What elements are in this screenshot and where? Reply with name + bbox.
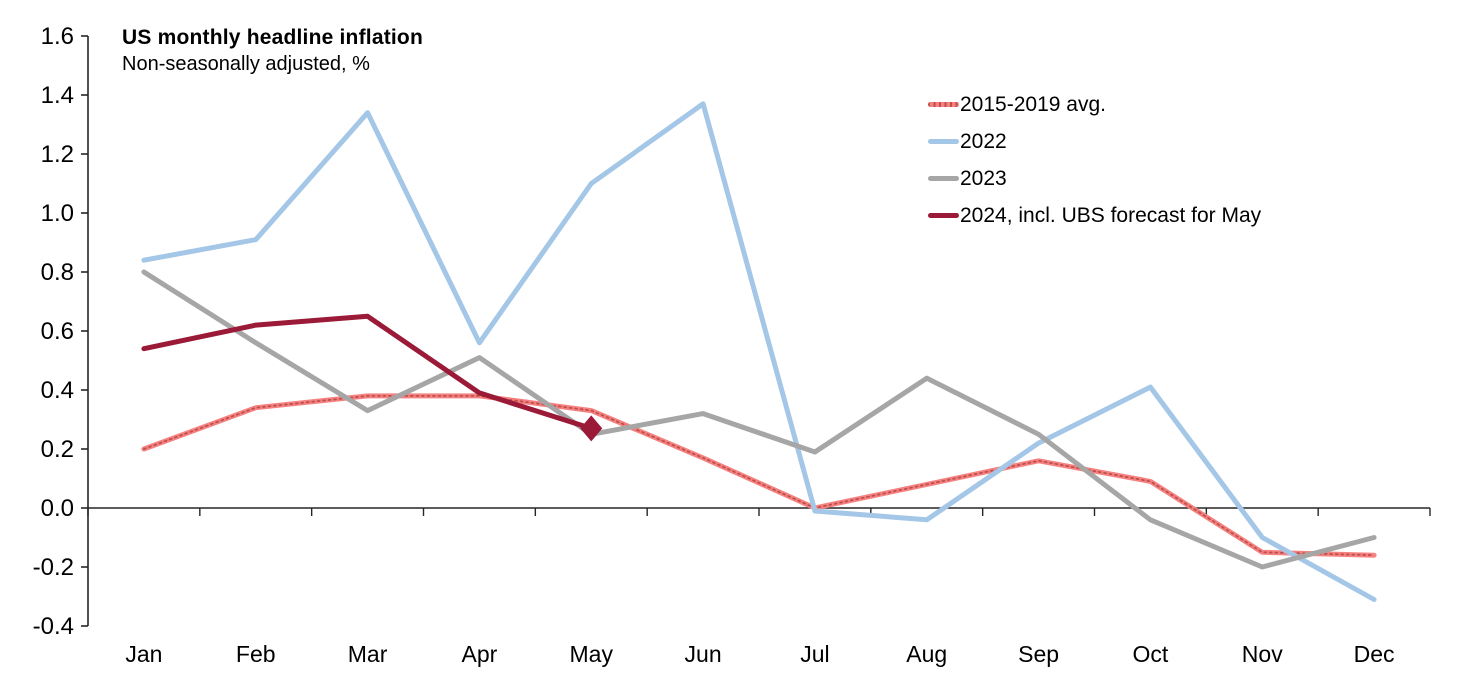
x-axis-label: Jun — [685, 641, 722, 667]
series-2022-line — [141, 101, 1377, 602]
x-axis-label: Mar — [348, 641, 388, 667]
y-axis-tick-label: 0.4 — [41, 377, 74, 404]
x-axis-label: Jul — [800, 641, 829, 667]
legend-item-2024-incl-ubs-forecast-for-may: 2024, incl. UBS forecast for May — [928, 204, 1261, 227]
series-2015-2019-avg-line — [141, 393, 1377, 558]
y-axis-tick-label: 0.0 — [41, 495, 74, 522]
series-2024-incl-ubs-forecast-for-may-line — [141, 313, 594, 431]
y-axis-tick-label: 1.4 — [41, 82, 74, 109]
x-axis-label: Apr — [462, 641, 498, 667]
x-axis-label: Sep — [1018, 641, 1059, 667]
chart-subtitle: Non-seasonally adjusted, % — [122, 53, 370, 75]
y-axis-tick-label: -0.4 — [33, 613, 74, 640]
legend-swatch-2015-2019-avg — [928, 102, 959, 107]
y-axis-tick-label: 1.6 — [41, 23, 74, 50]
legend-label: 2024, incl. UBS forecast for May — [960, 203, 1262, 227]
series-2015-2019-avg-dash-texture — [142, 394, 1375, 557]
legend-swatch-2022 — [928, 139, 959, 144]
series-2023-line — [141, 269, 1377, 570]
y-axis-tick-label: -0.2 — [33, 554, 74, 581]
legend-label: 2023 — [960, 166, 1007, 190]
x-axis-label: Aug — [906, 641, 947, 667]
legend: 2015-2019 avg. 2022 2023 2024, incl. UBS fo… — [928, 93, 1261, 227]
legend-swatch-2023 — [928, 176, 959, 181]
legend-label: 2015-2019 avg. — [960, 92, 1106, 116]
legend-item-2022: 2022 — [928, 130, 1261, 153]
y-axis-tick-label: 1.2 — [41, 141, 74, 168]
x-axis-label: Jan — [125, 641, 162, 667]
chart-title: US monthly headline inflation — [122, 26, 423, 49]
legend-item-2023: 2023 — [928, 167, 1261, 190]
x-axis-label: Feb — [236, 641, 276, 667]
x-axis-label: Nov — [1242, 641, 1283, 667]
legend-item-2015-2019-avg: 2015-2019 avg. — [928, 93, 1261, 116]
x-axis-label: Oct — [1133, 641, 1169, 667]
y-axis-tick-label: 0.2 — [41, 436, 74, 463]
y-axis-tick-label: 0.6 — [41, 318, 74, 345]
x-axis-label: Dec — [1354, 641, 1395, 667]
y-axis-tick-label: 0.8 — [41, 259, 74, 286]
legend-label: 2022 — [960, 129, 1007, 153]
x-axis-label: May — [570, 641, 614, 667]
legend-swatch-2024-incl-ubs-forecast-for-may — [928, 213, 959, 218]
series-2024-incl-ubs-forecast-for-may-diamond-marker — [580, 415, 603, 442]
y-axis-tick-label: 1.0 — [41, 200, 74, 227]
